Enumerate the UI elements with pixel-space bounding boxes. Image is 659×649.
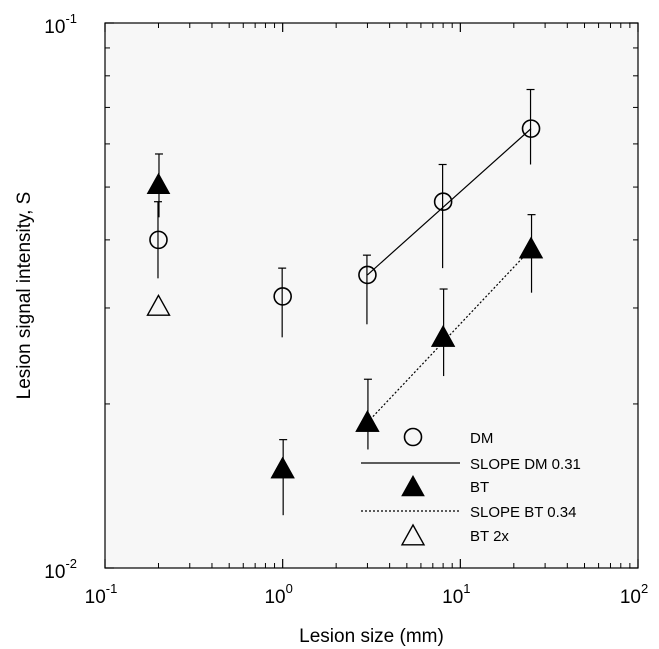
data-point (358, 265, 377, 285)
data-point (146, 293, 171, 316)
data-point (431, 325, 455, 347)
legend: DM SLOPE DM 0.31 BT SLOPE BT 0.34 BT 2x (361, 427, 581, 546)
legend-symbol (403, 427, 423, 447)
x-axis-label: Lesion size (mm) (299, 626, 444, 647)
legend-label: BT 2x (470, 528, 509, 545)
x-tick-exponent: -1 (106, 581, 118, 596)
y-tick-exponent: -2 (65, 556, 77, 571)
x-tick-exponent: 0 (286, 581, 293, 596)
legend-label: DM (470, 430, 493, 447)
plot-frame (104, 22, 639, 569)
x-tick-exponent: 2 (641, 581, 648, 596)
slope-line (367, 128, 532, 276)
plot-area (105, 23, 638, 568)
legend-symbol (400, 523, 426, 546)
chart-marks (146, 88, 544, 516)
x-tick-label: 101 (442, 581, 470, 608)
x-tick-label: 100 (264, 581, 292, 608)
data-point (270, 456, 295, 479)
data-point (149, 230, 168, 250)
data-point (521, 119, 541, 138)
data-point (146, 172, 171, 195)
y-tick-label: 10-2 (44, 556, 77, 583)
legend-label: BT (470, 479, 489, 496)
x-tick-exponent: 1 (463, 581, 470, 596)
legend-symbol (401, 474, 425, 497)
x-tick-label: 10-1 (85, 581, 118, 608)
y-tick-label: 10-1 (44, 11, 77, 38)
x-tick-label: 102 (620, 581, 648, 608)
data-point (273, 287, 292, 306)
y-tick-exponent: -1 (65, 11, 77, 26)
data-point (355, 410, 380, 432)
data-point (433, 192, 453, 212)
y-axis-label: Lesion signal intensity, S (14, 192, 35, 400)
data-point (519, 236, 543, 259)
legend-label: SLOPE BT 0.34 (470, 504, 576, 521)
legend-label: SLOPE DM 0.31 (470, 456, 581, 473)
